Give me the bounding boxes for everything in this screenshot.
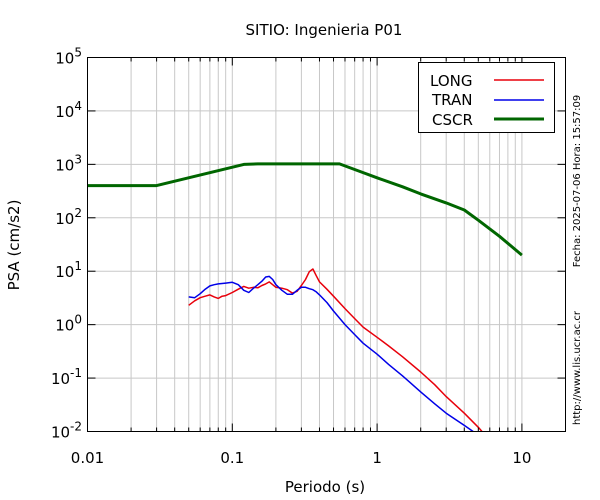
legend-label-tran: TRAN xyxy=(431,91,472,109)
y-tick-exponent: 4 xyxy=(74,99,82,113)
grid xyxy=(87,57,566,432)
series-line-tran xyxy=(188,275,474,433)
ticks xyxy=(87,57,566,432)
y-tick-exponent: 2 xyxy=(74,206,82,220)
legend-label-long: LONG xyxy=(430,72,472,90)
y-tick-exponent: 5 xyxy=(74,46,82,60)
y-tick-label: 103 xyxy=(55,152,82,174)
y-axis-label: PSA (cm/s2) xyxy=(5,200,23,291)
y-tick-label: 10-1 xyxy=(51,366,82,388)
series-layer xyxy=(87,162,523,433)
y-tick-exponent: 3 xyxy=(74,152,82,166)
y-tick-label: 102 xyxy=(55,206,82,228)
chart-title: SITIO: Ingenieria P01 xyxy=(246,21,403,39)
y-tick-label: 10-2 xyxy=(51,420,82,442)
y-tick-exponent: -1 xyxy=(70,366,82,380)
series-line-cscr xyxy=(87,162,523,257)
timestamp-note: Fecha: 2025-07-06 Hora: 15:57:09 xyxy=(572,95,583,268)
plot-frame xyxy=(87,57,566,432)
x-tick-label: 0.1 xyxy=(220,449,244,467)
x-tick-label: 0.01 xyxy=(71,449,104,467)
y-tick-exponent: 0 xyxy=(74,313,82,327)
y-tick-label: 100 xyxy=(55,313,82,335)
y-tick-label: 101 xyxy=(55,259,82,281)
y-tick-label: 104 xyxy=(55,99,82,121)
y-tick-label: 105 xyxy=(55,46,82,68)
x-axis-label: Periodo (s) xyxy=(285,478,365,496)
legend-box xyxy=(418,62,555,133)
legend: LONG TRAN CSCR xyxy=(418,62,555,133)
series-line-long xyxy=(188,268,483,432)
y-tick-exponent: 1 xyxy=(74,259,82,273)
x-tick-label: 1 xyxy=(372,449,382,467)
y-tick-exponent: -2 xyxy=(70,420,82,434)
x-tick-label: 10 xyxy=(512,449,531,467)
legend-label-cscr: CSCR xyxy=(432,111,473,129)
source-url: http://www.lis.ucr.ac.cr xyxy=(572,310,583,425)
